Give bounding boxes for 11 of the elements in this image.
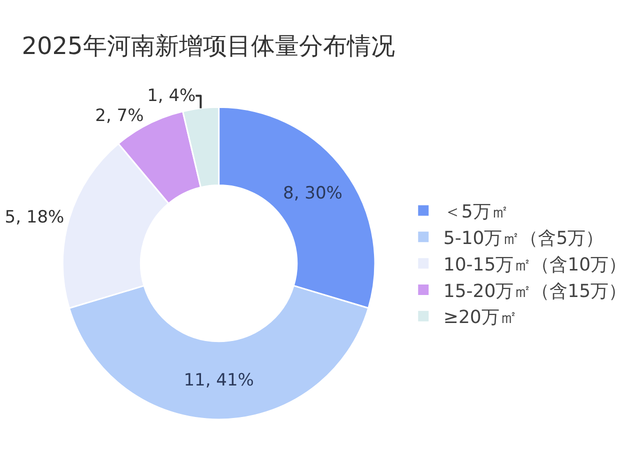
data-label: 8, 30% xyxy=(283,183,342,204)
legend-label: 10-15万㎡（含10万） xyxy=(443,254,627,276)
chart-title: 2025年河南新增项目体量分布情况 xyxy=(22,32,395,60)
legend-label: 5-10万㎡（含5万） xyxy=(443,228,604,249)
legend-label: ＜5万㎡ xyxy=(443,202,509,223)
legend-label: 15-20万㎡（含15万） xyxy=(443,280,627,302)
legend-label: ≥20万㎡ xyxy=(443,307,518,328)
data-label: 11, 41% xyxy=(184,370,254,390)
data-label: 2, 7% xyxy=(95,106,144,126)
data-label: 5, 18% xyxy=(4,208,64,228)
data-label: 1, 4% xyxy=(147,86,196,106)
